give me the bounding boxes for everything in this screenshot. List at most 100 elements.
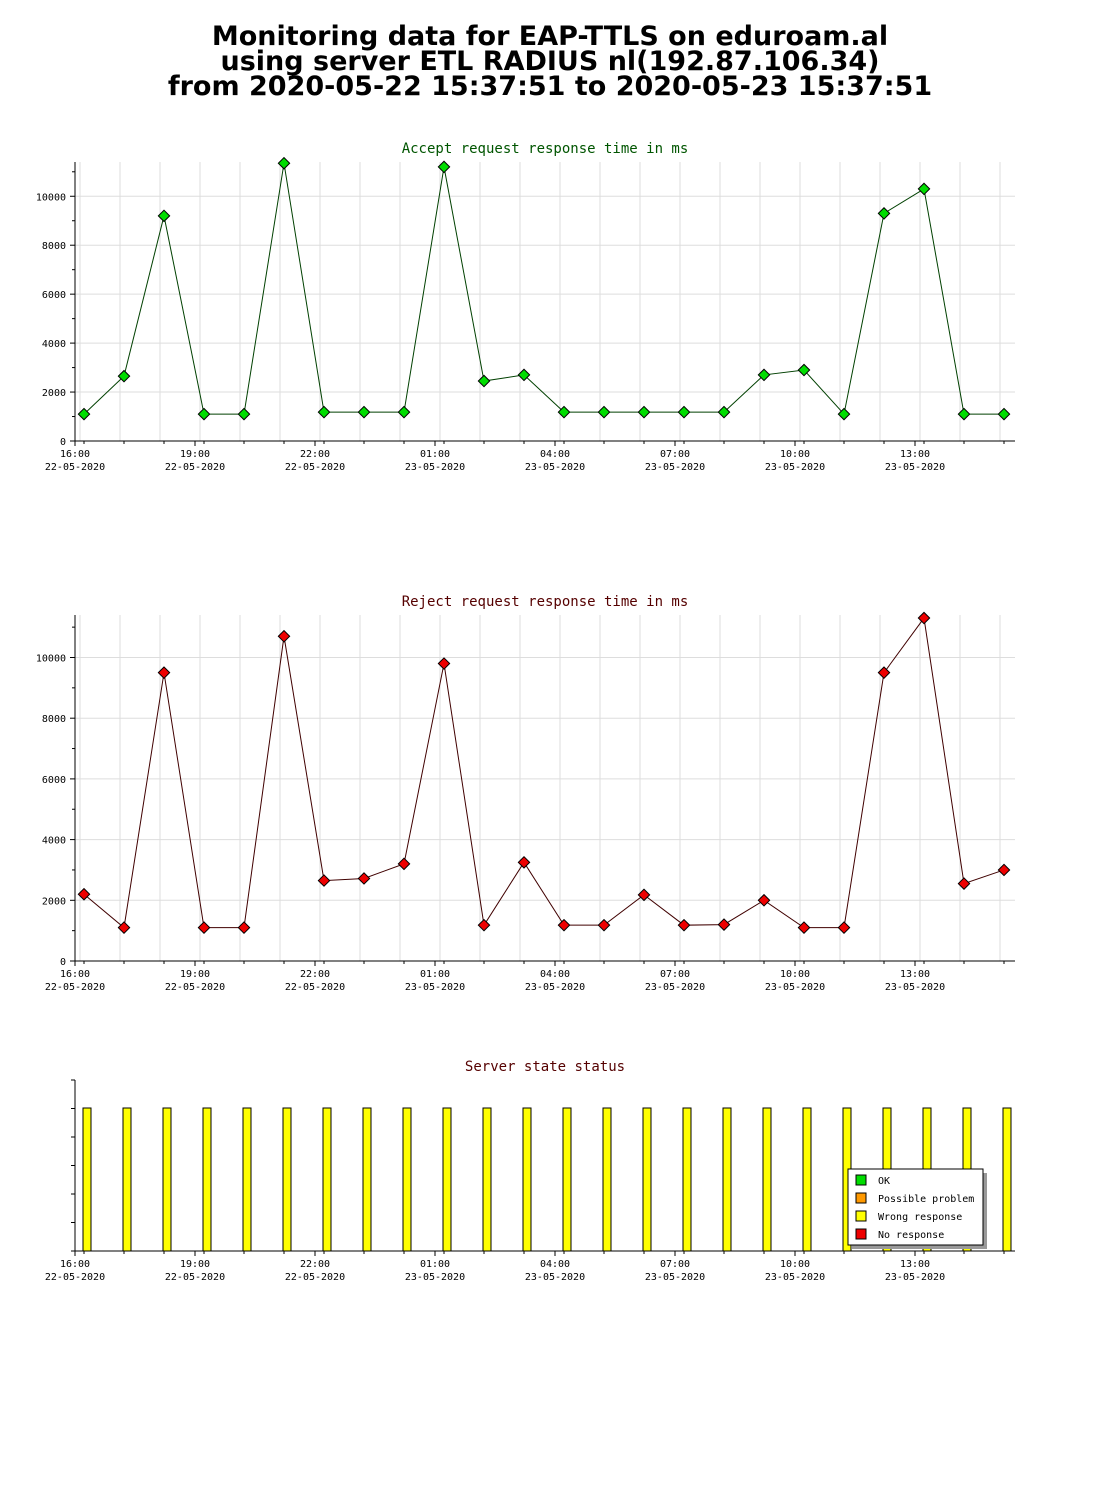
status-bar: [282, 1107, 292, 1252]
data-point: [437, 657, 451, 670]
series-line: [83, 616, 1005, 929]
status-bar: [722, 1107, 732, 1252]
data-point: [477, 374, 491, 388]
data-point: [877, 207, 891, 220]
x-tick-label-time: 16:00: [60, 1259, 90, 1270]
y-tick-label: 4000: [42, 836, 66, 847]
x-tick-label-time: 01:00: [420, 449, 450, 460]
status-bar: [642, 1107, 652, 1252]
accept-response-chart: 0 2000 4000 6000 8000 10000 Accept request res…: [36, 141, 1015, 473]
page-header: Monitoring data for EAP-TTLS on eduroam.…: [0, 23, 1100, 100]
data-point: [957, 407, 971, 421]
x-tick-label-time: 10:00: [780, 449, 810, 460]
status-bar: [482, 1107, 492, 1252]
data-point: [837, 921, 851, 934]
status-bar: [162, 1107, 172, 1252]
y-tick-label: 6000: [42, 290, 66, 301]
data-point: [197, 921, 211, 934]
status-bar: [402, 1107, 412, 1252]
data-point: [997, 407, 1011, 421]
data-point: [757, 893, 771, 907]
status-bar: [802, 1107, 812, 1252]
x-tick-label-date: 22-05-2020: [285, 462, 345, 473]
reject-response-chart: 0 2000 4000 6000 8000 10000 Reject request res…: [36, 594, 1015, 993]
legend-swatch: [855, 1210, 867, 1222]
legend-swatch: [855, 1228, 867, 1240]
status-bar: [202, 1107, 212, 1252]
y-tick-label: 4000: [42, 339, 66, 350]
status-bar: [682, 1107, 692, 1252]
data-point: [917, 611, 931, 625]
chart-title: Server state status: [465, 1059, 625, 1075]
y-tick-label: 0: [60, 437, 66, 448]
chart-title: Reject request response time in ms: [402, 594, 689, 610]
data-point: [437, 160, 451, 174]
data-point: [637, 888, 651, 902]
x-tick-label-time: 04:00: [540, 1259, 570, 1270]
x-tick-label-date: 23-05-2020: [765, 1272, 825, 1283]
status-bar: [322, 1107, 332, 1252]
data-point: [717, 405, 731, 419]
x-tick-label-date: 23-05-2020: [525, 982, 585, 993]
y-tick-label: 2000: [42, 896, 66, 907]
status-bar: [122, 1107, 132, 1252]
x-tick-label-date: 22-05-2020: [165, 1272, 225, 1283]
x-tick-label-date: 22-05-2020: [45, 982, 105, 993]
data-point: [557, 918, 571, 932]
x-tick-label-time: 10:00: [780, 969, 810, 980]
y-tick-label: 8000: [42, 714, 66, 725]
x-tick-label-time: 04:00: [540, 449, 570, 460]
legend-label: No response: [878, 1230, 944, 1241]
x-tick-label-date: 22-05-2020: [285, 1272, 345, 1283]
legend-swatch: [855, 1192, 867, 1204]
data-point: [157, 666, 171, 680]
y-tick-label: 10000: [36, 653, 66, 664]
x-tick-label-time: 13:00: [900, 449, 930, 460]
header-line-2: using server ETL RADIUS nl(192.87.106.34…: [220, 46, 880, 77]
x-tick-label-time: 22:00: [300, 1259, 330, 1270]
data-point: [877, 666, 891, 680]
legend-box: [847, 1168, 984, 1246]
data-point: [517, 368, 531, 382]
x-tick-label-time: 01:00: [420, 969, 450, 980]
status-bar: [522, 1107, 532, 1252]
data-point: [197, 407, 211, 421]
data-point: [237, 407, 251, 421]
x-tick-label-date: 22-05-2020: [165, 982, 225, 993]
legend-label: Wrong response: [878, 1212, 962, 1223]
data-point: [277, 629, 291, 643]
x-tick-label-time: 01:00: [420, 1259, 450, 1270]
x-tick-label-date: 23-05-2020: [645, 982, 705, 993]
data-point: [397, 857, 411, 871]
data-point: [237, 921, 251, 934]
status-bar: [442, 1107, 452, 1252]
status-bar: [762, 1107, 772, 1252]
y-tick-label: 10000: [36, 192, 66, 203]
data-point: [677, 918, 691, 932]
x-tick-label-time: 04:00: [540, 969, 570, 980]
y-tick-label: 0: [60, 957, 66, 968]
status-bar: [562, 1107, 572, 1252]
x-tick-label-date: 23-05-2020: [765, 462, 825, 473]
data-point: [317, 405, 331, 419]
x-tick-label-time: 07:00: [660, 1259, 690, 1270]
x-tick-label-time: 13:00: [900, 969, 930, 980]
data-point: [837, 407, 851, 421]
data-point: [77, 887, 91, 901]
x-tick-label-time: 22:00: [300, 969, 330, 980]
data-point: [157, 209, 171, 223]
y-tick-label: 2000: [42, 388, 66, 399]
data-point: [797, 363, 811, 377]
x-tick-label-date: 23-05-2020: [405, 1272, 465, 1283]
data-point: [917, 182, 931, 196]
data-point: [117, 921, 131, 934]
x-tick-label-time: 19:00: [180, 449, 210, 460]
x-tick-label-date: 23-05-2020: [525, 1272, 585, 1283]
x-tick-label-date: 23-05-2020: [525, 462, 585, 473]
legend-swatch: [855, 1174, 867, 1186]
x-tick-label-time: 19:00: [180, 1259, 210, 1270]
data-point: [557, 405, 571, 419]
data-point: [677, 405, 691, 419]
data-point: [517, 855, 531, 869]
x-tick-label-date: 22-05-2020: [165, 462, 225, 473]
